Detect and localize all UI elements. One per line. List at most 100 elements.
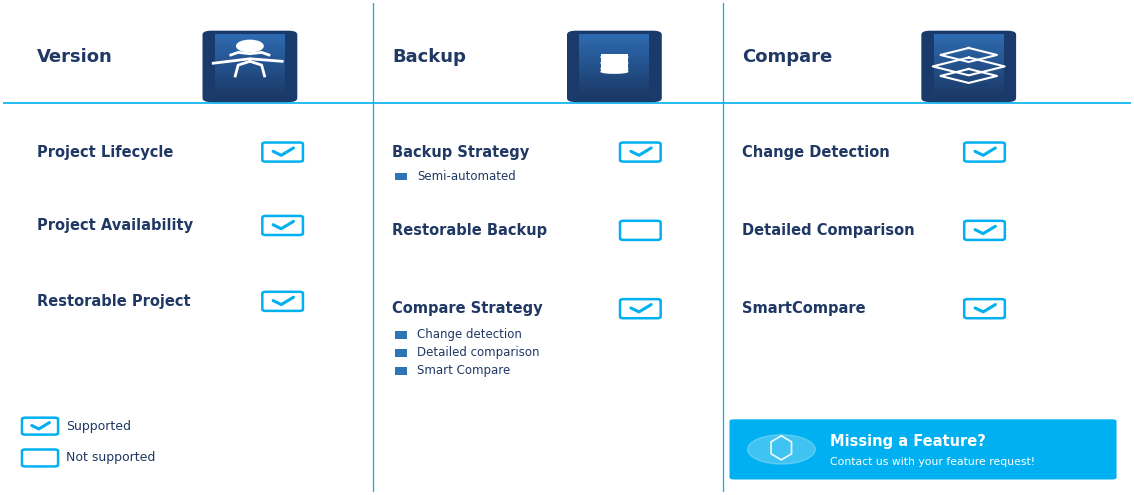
Bar	[579, 47, 650, 50]
Bar	[215, 57, 285, 60]
Bar	[215, 85, 285, 88]
Bar	[933, 94, 1004, 96]
Ellipse shape	[601, 67, 628, 70]
Bar	[933, 92, 1004, 94]
Circle shape	[747, 435, 815, 464]
Bar	[579, 34, 650, 37]
Bar	[215, 59, 285, 62]
Bar	[933, 64, 1004, 66]
Bar	[933, 47, 1004, 50]
Bar	[933, 74, 1004, 77]
Bar	[579, 70, 650, 73]
Bar	[579, 53, 650, 56]
Bar	[396, 173, 407, 181]
FancyBboxPatch shape	[729, 419, 1117, 480]
Bar	[579, 55, 650, 58]
Bar	[215, 41, 285, 43]
Text: Semi-automated: Semi-automated	[417, 170, 516, 183]
Bar	[215, 94, 285, 96]
Bar	[933, 83, 1004, 86]
Ellipse shape	[601, 70, 628, 73]
Text: Detailed comparison: Detailed comparison	[417, 346, 540, 359]
Bar	[933, 36, 1004, 39]
Bar	[215, 68, 285, 71]
Bar	[215, 87, 285, 90]
Bar	[215, 83, 285, 86]
Bar	[579, 62, 650, 64]
Bar	[215, 36, 285, 39]
Bar	[215, 79, 285, 81]
Bar	[215, 62, 285, 64]
Bar	[933, 77, 1004, 79]
Text: Version: Version	[36, 48, 112, 66]
FancyBboxPatch shape	[262, 292, 303, 311]
Text: ⬡: ⬡	[768, 435, 795, 464]
Bar	[933, 53, 1004, 56]
Bar	[215, 66, 285, 68]
FancyBboxPatch shape	[964, 299, 1005, 318]
Bar	[579, 38, 650, 41]
Ellipse shape	[601, 55, 628, 59]
Text: Restorable Backup: Restorable Backup	[392, 223, 548, 238]
Bar	[579, 49, 650, 51]
Bar	[579, 68, 650, 71]
Text: Supported: Supported	[66, 420, 130, 433]
Bar	[933, 41, 1004, 43]
Text: SmartCompare: SmartCompare	[742, 301, 865, 316]
Bar	[579, 79, 650, 81]
Bar	[933, 79, 1004, 81]
Bar	[601, 60, 628, 66]
Bar	[215, 81, 285, 83]
Bar	[215, 51, 285, 53]
FancyBboxPatch shape	[262, 216, 303, 235]
FancyBboxPatch shape	[22, 418, 58, 435]
Bar	[215, 47, 285, 50]
Bar	[579, 41, 650, 43]
Bar	[579, 57, 650, 60]
Text: Project Availability: Project Availability	[36, 218, 193, 233]
Bar	[215, 77, 285, 79]
Bar	[579, 94, 650, 96]
FancyBboxPatch shape	[203, 31, 297, 102]
Bar	[933, 34, 1004, 37]
Bar	[579, 74, 650, 77]
Bar	[215, 38, 285, 41]
Text: Not supported: Not supported	[66, 451, 155, 464]
Bar	[215, 45, 285, 48]
Text: Change detection: Change detection	[417, 328, 522, 341]
Bar	[933, 66, 1004, 68]
Bar	[215, 55, 285, 58]
Bar	[579, 72, 650, 75]
Bar	[396, 331, 407, 339]
Bar	[579, 92, 650, 94]
Bar	[579, 45, 650, 48]
Bar	[215, 53, 285, 56]
Text: Compare Strategy: Compare Strategy	[392, 301, 543, 316]
Bar	[215, 89, 285, 92]
FancyBboxPatch shape	[964, 143, 1005, 161]
Text: Detailed Comparison: Detailed Comparison	[742, 223, 914, 238]
Text: Backup Strategy: Backup Strategy	[392, 145, 530, 159]
Bar	[933, 45, 1004, 48]
Bar	[933, 89, 1004, 92]
Bar	[933, 72, 1004, 75]
Bar	[933, 96, 1004, 98]
Ellipse shape	[601, 61, 628, 64]
Bar	[215, 34, 285, 37]
Bar	[933, 62, 1004, 64]
Bar	[215, 96, 285, 98]
FancyBboxPatch shape	[620, 221, 661, 240]
Text: Smart Compare: Smart Compare	[417, 364, 510, 377]
Bar	[396, 349, 407, 356]
Bar	[579, 81, 650, 83]
Bar	[215, 64, 285, 66]
Bar	[933, 81, 1004, 83]
Bar	[579, 43, 650, 45]
Bar	[933, 87, 1004, 90]
Bar	[933, 85, 1004, 88]
Bar	[396, 367, 407, 375]
Bar	[215, 74, 285, 77]
Bar	[933, 59, 1004, 62]
Text: Project Lifecycle: Project Lifecycle	[36, 145, 174, 159]
Bar	[215, 49, 285, 51]
